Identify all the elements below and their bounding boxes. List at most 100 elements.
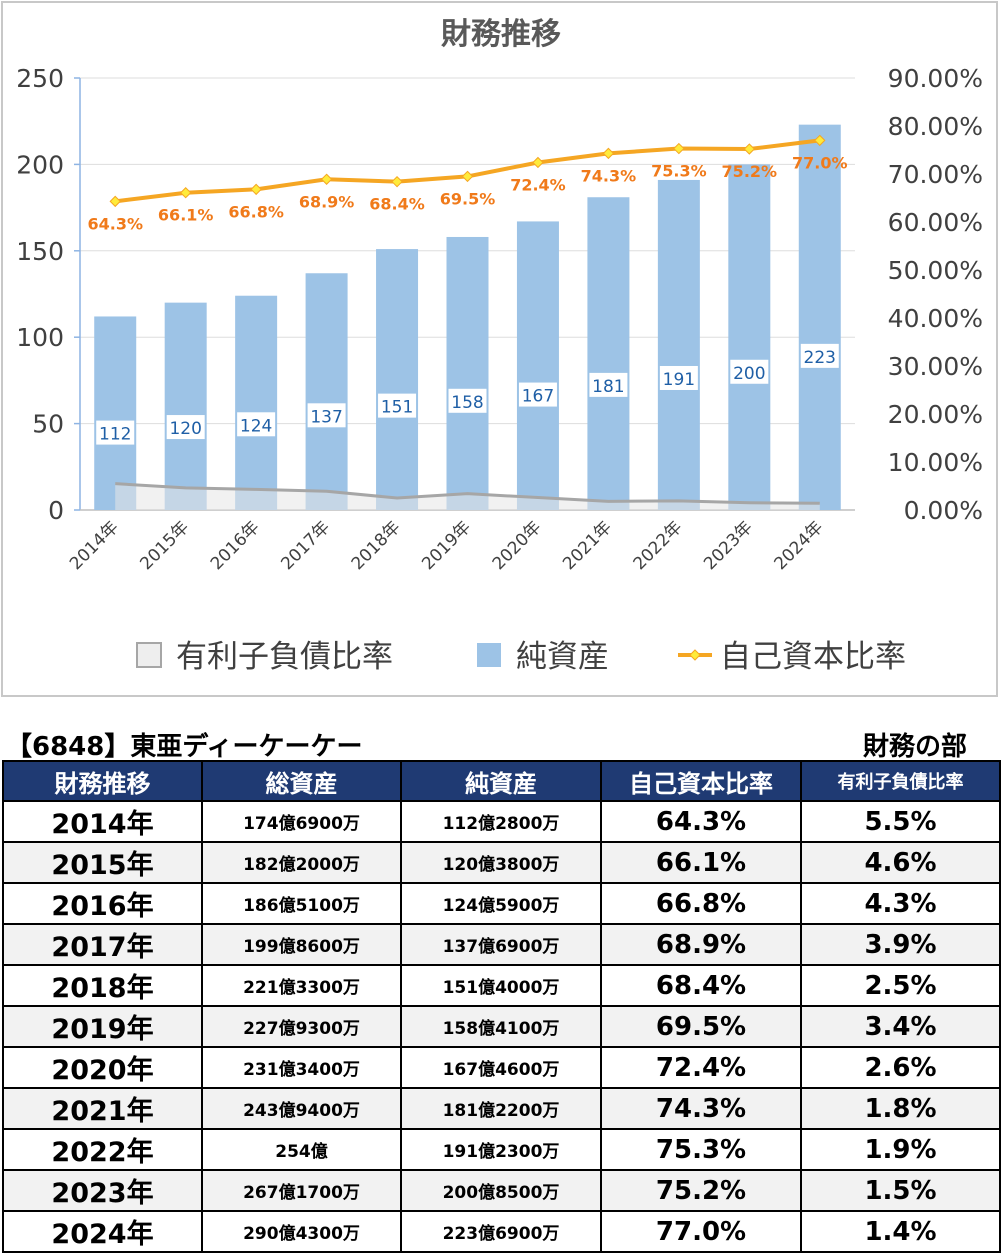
cell-net-assets: 200億8500万 [400,1169,602,1212]
legend-label-net-assets: 純資産 [516,639,609,675]
bar-value-label: 158 [451,393,483,413]
cell-net-assets: 191億2300万 [400,1128,602,1171]
bar-value-label: 200 [733,364,765,384]
equity-ratio-label: 69.5% [440,189,496,208]
cell-debt-ratio: 3.9% [800,923,1001,966]
net-assets-bar [798,124,841,510]
cell-total-assets: 231億3400万 [201,1046,402,1089]
y-tick-label-left: 50 [32,410,64,439]
cell-net-assets: 181億2200万 [400,1087,602,1130]
equity-ratio-point [743,143,756,155]
equity-ratio-point [250,183,262,196]
cell-debt-ratio: 2.6% [800,1046,1001,1089]
equity-ratio-point [391,175,403,188]
table-row: 2019年 227億9300万 158億4100万 69.5% 3.4% [2,1005,1001,1048]
equity-ratio-label: 66.1% [158,206,214,225]
cell-year: 2022年 [2,1128,203,1171]
cell-debt-ratio: 1.8% [800,1087,1001,1130]
equity-ratio-label: 68.4% [369,195,425,214]
cell-year: 2021年 [2,1087,203,1130]
cell-net-assets: 137億6900万 [400,923,602,966]
cell-equity-ratio: 72.4% [600,1046,802,1089]
equity-ratio-point [109,195,121,208]
financial-chart: 財務推移 0 50 100 150 200 250 0.00% 10.00% 20.00% 30.0… [1,1,998,697]
bar-label-bg [378,393,417,418]
cell-total-assets: 243億9400万 [201,1087,402,1130]
table-row: 2017年 199億8600万 137億6900万 68.9% 3.9% [2,923,1001,966]
y-tick-label-left: 0 [48,496,64,525]
y-tick-label-right: 90.00% [888,64,983,93]
cell-year: 2020年 [2,1046,203,1089]
cell-year: 2024年 [2,1210,203,1253]
header-total-assets: 総資産 [201,760,402,802]
bar-value-label: 120 [169,419,201,439]
equity-ratio-label: 75.2% [722,162,778,181]
table-row: 2024年 290億4300万 223億6900万 77.0% 1.4% [2,1210,1001,1253]
cell-equity-ratio: 77.0% [600,1210,802,1253]
cell-debt-ratio: 4.6% [800,841,1001,884]
bar-label-bg [237,412,276,437]
y-tick-label-right: 10.00% [888,448,983,477]
net-assets-bar [657,179,700,510]
equity-ratio-label: 68.9% [299,192,355,211]
section-label: 財務の部 [862,732,967,762]
equity-ratio-point [461,170,474,183]
header-net-assets: 純資産 [400,760,602,802]
cell-total-assets: 174億6900万 [201,800,402,843]
cell-debt-ratio: 2.5% [800,964,1001,1007]
net-assets-bar [446,236,489,510]
bar-label-bg [96,420,135,445]
table-row: 2014年 174億6900万 112億2800万 64.3% 5.5% [2,800,1001,843]
table-row: 2018年 221億3300万 151億4000万 68.4% 2.5% [2,964,1001,1007]
table-row: 2020年 231億3400万 167億4600万 72.4% 2.6% [2,1046,1001,1089]
company-title: 【6848】東亜ディーケーケー [6,732,363,762]
table-row: 2015年 182億2000万 120億3800万 66.1% 4.6% [2,841,1001,884]
net-assets-bar [587,197,630,510]
equity-ratio-label: 77.0% [792,153,848,172]
net-assets-bar [94,316,137,510]
header-period: 財務推移 [2,760,203,802]
cell-debt-ratio: 3.4% [800,1005,1001,1048]
equity-ratio-point [814,134,826,147]
bar-value-label: 167 [522,387,554,407]
cell-total-assets: 254億 [201,1128,402,1171]
cell-equity-ratio: 66.8% [600,882,802,925]
cell-total-assets: 290億4300万 [201,1210,402,1253]
cell-equity-ratio: 75.3% [600,1128,802,1171]
net-assets-bar [164,302,207,510]
y-tick-label-left: 250 [16,64,64,93]
legend-label-equity-ratio: 自己資本比率 [720,639,906,675]
cell-debt-ratio: 1.4% [800,1210,1001,1253]
cell-total-assets: 227億9300万 [201,1005,402,1048]
equity-ratio-label: 64.3% [87,214,143,233]
cell-net-assets: 151億4000万 [400,964,602,1007]
cell-equity-ratio: 64.3% [600,800,802,843]
table-row: 2021年 243億9400万 181億2200万 74.3% 1.8% [2,1087,1001,1130]
chart-border [1,1,998,697]
cell-total-assets: 182億2000万 [201,841,402,884]
table-row: 2023年 267億1700万 200億8500万 75.2% 1.5% [2,1169,1001,1212]
equity-ratio-point [320,173,333,185]
bar-value-label: 181 [592,377,624,397]
cell-total-assets: 199億8600万 [201,923,402,966]
cell-net-assets: 124億5900万 [400,882,602,925]
table-header-row: 財務推移 総資産 純資産 自己資本比率 有利子負債比率 [2,760,1001,802]
net-assets-bar [235,295,278,510]
bar-label-bg [518,382,557,407]
bar-label-bg [800,343,839,368]
table-row: 2022年 254億 191億2300万 75.3% 1.9% [2,1128,1001,1171]
header-debt-ratio: 有利子負債比率 [800,760,1001,802]
cell-year: 2018年 [2,964,203,1007]
cell-year: 2019年 [2,1005,203,1048]
cell-debt-ratio: 4.3% [800,882,1001,925]
cell-year: 2023年 [2,1169,203,1212]
net-assets-bar [728,164,771,510]
equity-ratio-label: 74.3% [581,166,637,185]
equity-ratio-label: 66.8% [228,202,284,221]
header-equity-ratio: 自己資本比率 [600,760,802,802]
y-tick-label-right: 80.00% [888,112,983,141]
legend-marker-equity-ratio [689,649,701,661]
cell-equity-ratio: 68.4% [600,964,802,1007]
cell-debt-ratio: 5.5% [800,800,1001,843]
cell-debt-ratio: 1.5% [800,1169,1001,1212]
